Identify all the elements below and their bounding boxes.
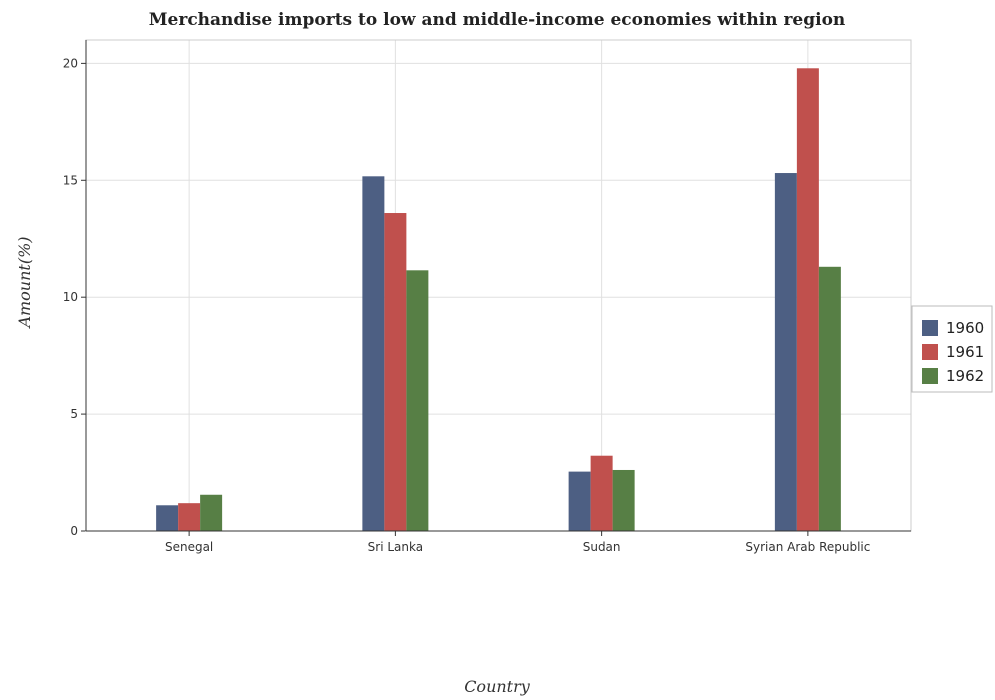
- legend: 1960 1961 1962: [911, 305, 993, 393]
- y-tick-label: 5: [70, 407, 78, 421]
- bar-1962-sri-lanka: [406, 270, 429, 531]
- x-axis-label: Country: [464, 677, 531, 696]
- legend-swatch: [922, 320, 938, 336]
- y-tick-label: 15: [63, 173, 78, 187]
- legend-swatch: [922, 344, 938, 360]
- bar-1961-syrian-arab-republic: [796, 68, 819, 531]
- y-tick-label: 20: [63, 56, 78, 70]
- legend-label: 1960: [946, 319, 984, 337]
- legend-label: 1962: [946, 367, 984, 385]
- legend-label: 1961: [946, 343, 984, 361]
- bar-1962-senegal: [200, 494, 223, 531]
- bar-1961-sudan: [590, 455, 613, 531]
- bar-1962-syrian-arab-republic: [818, 266, 841, 531]
- bar-1960-sri-lanka: [362, 176, 385, 531]
- legend-swatch: [922, 368, 938, 384]
- y-tick-label: 0: [70, 524, 78, 538]
- bar-1961-senegal: [178, 503, 201, 531]
- bar-1962-sudan: [612, 469, 635, 531]
- x-tick-label: Senegal: [165, 540, 213, 554]
- bar-1960-syrian-arab-republic: [774, 173, 797, 532]
- chart-title: Merchandise imports to low and middle-in…: [149, 10, 846, 30]
- x-tick-label: Sudan: [583, 540, 621, 554]
- axes: 0 5 10 15 20 Senegal Sri Lanka Sudan Syrian Arab…: [63, 39, 912, 554]
- bar-1960-senegal: [156, 505, 179, 531]
- y-axis-label: Amount(%): [15, 236, 34, 329]
- bars: [156, 68, 841, 532]
- y-tick-label: 10: [63, 290, 78, 304]
- bar-1961-sri-lanka: [384, 213, 407, 531]
- bar-1960-sudan: [568, 471, 591, 531]
- x-tick-label: Sri Lanka: [368, 540, 423, 554]
- x-tick-label: Syrian Arab Republic: [745, 540, 870, 554]
